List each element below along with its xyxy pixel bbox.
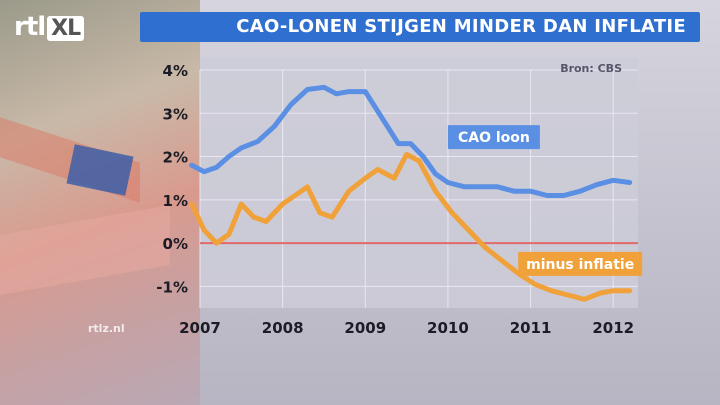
series-annotation: CAO loon [447,125,540,150]
y-tick-label: 0% [163,235,188,253]
euro-banknotes-image [0,0,200,405]
x-tick-label: 2012 [592,319,634,337]
watermark: rtlz.nl [88,322,125,335]
series-lines [189,84,633,302]
x-tick-label: 2010 [427,319,469,337]
x-tick-label: 2007 [179,319,221,337]
x-tick-label: 2009 [344,319,386,337]
x-tick-label: 2008 [262,319,304,337]
annotation-box [447,125,540,150]
y-tick-label: 4% [163,62,188,80]
y-tick-label: 1% [163,192,188,210]
annotation-box [518,251,643,276]
series-annotation: minus inflatie [518,251,643,276]
series-line [189,84,633,198]
source-label: Bron: CBS [560,62,622,75]
x-tick-label: 2011 [510,319,552,337]
rtl-xl-logo[interactable]: rtl XL [14,12,85,42]
logo-badge: XL [47,16,85,41]
title-bar: CAO-LONEN STIJGEN MINDER DAN INFLATIE [140,12,700,42]
x-tick-labels: 2007 2008 2009 2010 2011 2012 [179,319,634,337]
annotation-text: CAO loon [458,130,530,146]
annotation-text: minus inflatie [526,257,634,273]
series-line [189,151,633,302]
y-tick-labels: -1% 0% 1% 2% 3% 4% [156,62,188,296]
series-annotations: CAO loon minus inflatie [447,125,643,276]
logo-text: rtl [14,12,46,42]
y-tick-label: -1% [156,278,188,296]
y-tick-label: 3% [163,105,188,123]
y-tick-label: 2% [163,149,188,167]
chart-title: CAO-LONEN STIJGEN MINDER DAN INFLATIE [236,16,686,37]
